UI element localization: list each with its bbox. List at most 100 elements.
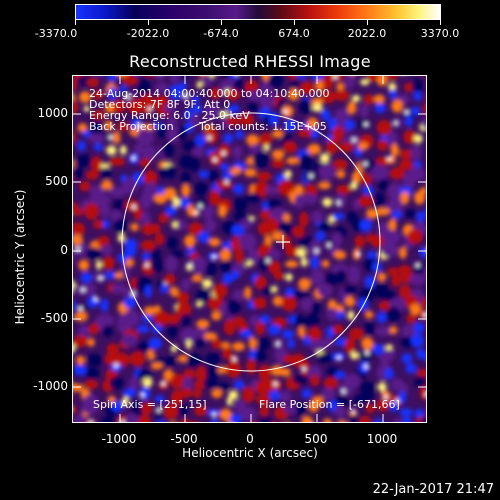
intensity-blob (191, 421, 199, 422)
intensity-blob (326, 307, 338, 321)
intensity-blob (84, 203, 100, 220)
intensity-blob (133, 143, 144, 155)
intensity-blob (374, 418, 383, 422)
intensity-blob (96, 313, 115, 327)
intensity-blob (219, 248, 232, 262)
intensity-blob (186, 353, 203, 368)
intensity-blob (139, 158, 151, 167)
intensity-blob (137, 370, 154, 381)
intensity-blob (223, 133, 234, 144)
intensity-blob (362, 185, 375, 195)
intensity-blob (112, 99, 126, 114)
intensity-blob (196, 319, 210, 329)
axis-ticks (73, 76, 426, 422)
intensity-peak (387, 156, 392, 161)
intensity-blob (204, 102, 220, 120)
intensity-blob (360, 78, 370, 86)
intensity-blob (76, 355, 85, 366)
intensity-blob (344, 373, 362, 389)
colorbar-tick (294, 20, 295, 25)
time-range-annotation: 24-Aug-2014 04:00:40.000 to 04:10:40.000 (89, 87, 330, 100)
intensity-peak (114, 363, 119, 368)
intensity-blob (271, 231, 284, 241)
intensity-blob (357, 298, 369, 311)
intensity-blob (310, 269, 325, 285)
intensity-blob (226, 116, 241, 126)
intensity-blob (177, 291, 190, 304)
intensity-peak (224, 179, 229, 184)
intensity-blob (337, 420, 348, 422)
intensity-blob (286, 156, 300, 165)
intensity-blob (376, 120, 392, 136)
intensity-blob (100, 416, 116, 422)
intensity-blob (375, 326, 393, 336)
intensity-blob (298, 326, 306, 338)
intensity-blob (194, 182, 208, 197)
intensity-blob (259, 91, 277, 108)
intensity-blob (418, 309, 426, 320)
intensity-peak (197, 203, 203, 209)
intensity-blob (267, 76, 284, 88)
colorbar-label: 3370.0 (420, 27, 460, 40)
intensity-blob (149, 223, 161, 234)
intensity-blob (370, 164, 389, 182)
intensity-blob (358, 361, 370, 374)
intensity-peak (364, 122, 369, 127)
intensity-blob (388, 82, 397, 92)
intensity-blob (318, 163, 336, 180)
intensity-blob (169, 76, 181, 83)
intensity-blob (401, 416, 412, 422)
intensity-blob (424, 208, 426, 216)
intensity-blob (153, 193, 167, 204)
intensity-blob (387, 183, 404, 201)
intensity-blob (85, 170, 99, 180)
intensity-blob (322, 418, 333, 422)
intensity-blob (104, 120, 113, 131)
intensity-blob (188, 156, 200, 172)
intensity-blob (111, 283, 127, 295)
intensity-blob (107, 76, 118, 82)
y-tick-label: -500 (40, 311, 68, 325)
intensity-blob (104, 352, 116, 366)
intensity-blob (180, 327, 199, 345)
intensity-blob (73, 222, 86, 236)
intensity-blob (259, 314, 271, 325)
intensity-blob (359, 159, 376, 170)
intensity-blob (108, 87, 117, 101)
intensity-blob (308, 401, 319, 413)
intensity-blob (265, 378, 282, 392)
colorbar-tick (75, 20, 76, 25)
intensity-blob (423, 102, 426, 115)
intensity-blob (387, 267, 400, 277)
intensity-blob (378, 301, 393, 311)
intensity-blob (239, 113, 254, 128)
intensity-blob (226, 89, 241, 101)
intensity-blob (123, 388, 137, 398)
intensity-blob (391, 275, 401, 287)
colorbar-label: 674.0 (278, 27, 310, 40)
intensity-blob (131, 400, 146, 417)
intensity-blob (298, 278, 311, 290)
intensity-blob (92, 109, 106, 121)
intensity-blob (119, 145, 127, 155)
intensity-blob (283, 403, 299, 415)
intensity-peak (326, 243, 331, 248)
intensity-blob (211, 338, 223, 349)
intensity-peak (356, 252, 361, 257)
intensity-blob (413, 322, 425, 334)
intensity-blob (407, 229, 424, 244)
intensity-peak (308, 173, 314, 179)
intensity-blob (336, 310, 345, 320)
intensity-peak (341, 389, 346, 394)
intensity-blob (81, 399, 99, 415)
intensity-peak (156, 407, 161, 413)
intensity-blob (358, 195, 374, 208)
intensity-blob (416, 348, 425, 359)
intensity-blob (398, 390, 407, 404)
intensity-blob (73, 78, 77, 92)
intensity-blob (104, 271, 116, 280)
intensity-blob (73, 207, 84, 217)
intensity-blob (410, 334, 425, 348)
intensity-blob (401, 353, 413, 364)
intensity-blob (233, 380, 245, 390)
